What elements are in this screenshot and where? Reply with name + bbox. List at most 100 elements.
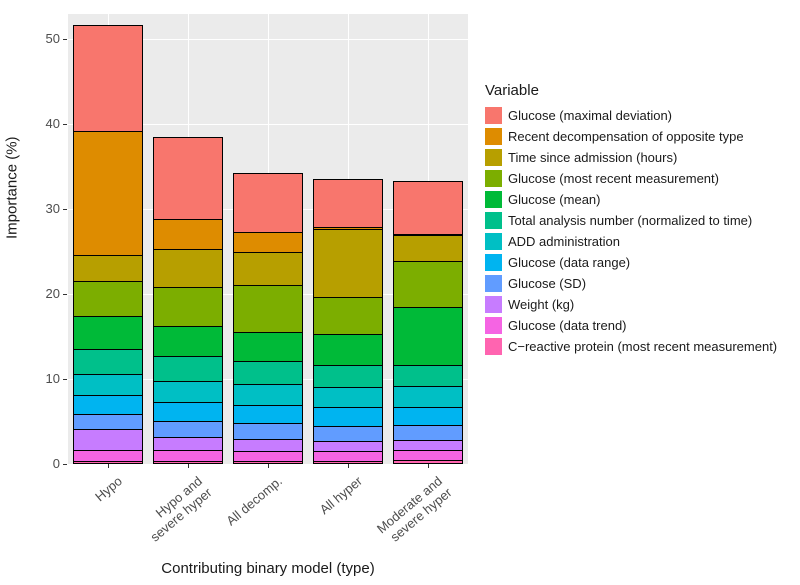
bar-segment [73,131,143,255]
legend-key [485,191,502,208]
y-tick [63,124,67,125]
bar-segment [313,426,383,441]
legend-key [485,275,502,292]
legend-label: Glucose (maximal deviation) [508,108,672,123]
legend-key [485,128,502,145]
bar-segment [313,229,383,297]
legend-item: Weight (kg) [485,294,777,315]
bar-segment [153,402,223,421]
legend-label: Weight (kg) [508,297,574,312]
y-tick-label: 10 [46,371,60,386]
legend-key [485,233,502,250]
bar-segment [313,451,383,460]
legend-label: Recent decompensation of opposite type [508,129,744,144]
y-tick-label: 50 [46,31,60,46]
legend-key [485,212,502,229]
bar-segment [393,425,463,440]
legend-label: Time since admission (hours) [508,150,677,165]
y-tick [63,209,67,210]
legend-item: Glucose (SD) [485,273,777,294]
bar [73,14,143,464]
bar-segment [233,332,303,362]
bar-segment [153,219,223,250]
legend-label: Glucose (most recent measurement) [508,171,719,186]
legend-label: Glucose (data trend) [508,318,627,333]
bar-segment [73,395,143,414]
bar-segment [73,429,143,449]
bar-segment [393,307,463,365]
bar-segment [393,181,463,234]
bar [233,14,303,464]
legend-item: Total analysis number (normalized to tim… [485,210,777,231]
legend-key [485,317,502,334]
bar-segment [73,281,143,317]
legend-item: Time since admission (hours) [485,147,777,168]
bar-segment [233,285,303,332]
bar-segment [313,365,383,387]
bar-segment [153,137,223,219]
bar-segment [393,261,463,307]
legend-item: C−reactive protein (most recent measurem… [485,336,777,357]
bar-segment [153,249,223,286]
bar-segment [393,407,463,425]
bar [313,14,383,464]
x-tick [268,464,269,468]
bar-segment [73,374,143,395]
bar-segment [153,450,223,460]
bar-segment [73,349,143,374]
bar [393,14,463,464]
bar-segment [73,316,143,348]
bar-segment [313,407,383,426]
bar-segment [313,387,383,407]
legend-key [485,254,502,271]
y-axis-title: Importance (%) [4,136,21,239]
legend-item: Glucose (most recent measurement) [485,168,777,189]
bar-segment [153,381,223,402]
bar-segment [153,287,223,326]
legend-key [485,149,502,166]
chart-container: Importance (%) Contributing binary model… [0,0,800,585]
legend-label: Glucose (data range) [508,255,630,270]
bar-segment [153,421,223,437]
bar-segment [313,297,383,334]
bar-segment [233,439,303,451]
bar-segment [233,451,303,460]
y-tick [63,294,67,295]
legend-item: Glucose (data trend) [485,315,777,336]
bar-segment [393,386,463,407]
bar-segment [313,441,383,451]
bar-segment [233,361,303,384]
x-tick [108,464,109,468]
bar-segment [393,440,463,449]
bar-segment [233,252,303,285]
x-tick [188,464,189,468]
x-tick [428,464,429,468]
legend-item: Recent decompensation of opposite type [485,126,777,147]
bar-segment [393,365,463,386]
bar-segment [233,384,303,404]
bar-segment [73,461,143,464]
bar-segment [153,356,223,381]
x-tick [348,464,349,468]
bar-segment [153,437,223,451]
legend-label: Glucose (mean) [508,192,600,207]
legend-key [485,170,502,187]
legend-key [485,107,502,124]
legend-label: ADD administration [508,234,620,249]
bar-segment [153,326,223,357]
bar-segment [313,179,383,227]
bar-segment [233,405,303,424]
legend-label: Total analysis number (normalized to tim… [508,213,752,228]
legend-item: ADD administration [485,231,777,252]
legend-item: Glucose (data range) [485,252,777,273]
bar-segment [233,173,303,232]
bar-segment [73,414,143,429]
bar-segment [233,423,303,439]
y-tick-label: 30 [46,201,60,216]
legend-key [485,338,502,355]
y-tick-label: 0 [53,456,60,471]
y-tick-label: 40 [46,116,60,131]
bar-segment [393,235,463,261]
legend-label: C−reactive protein (most recent measurem… [508,339,777,354]
y-tick [63,464,67,465]
